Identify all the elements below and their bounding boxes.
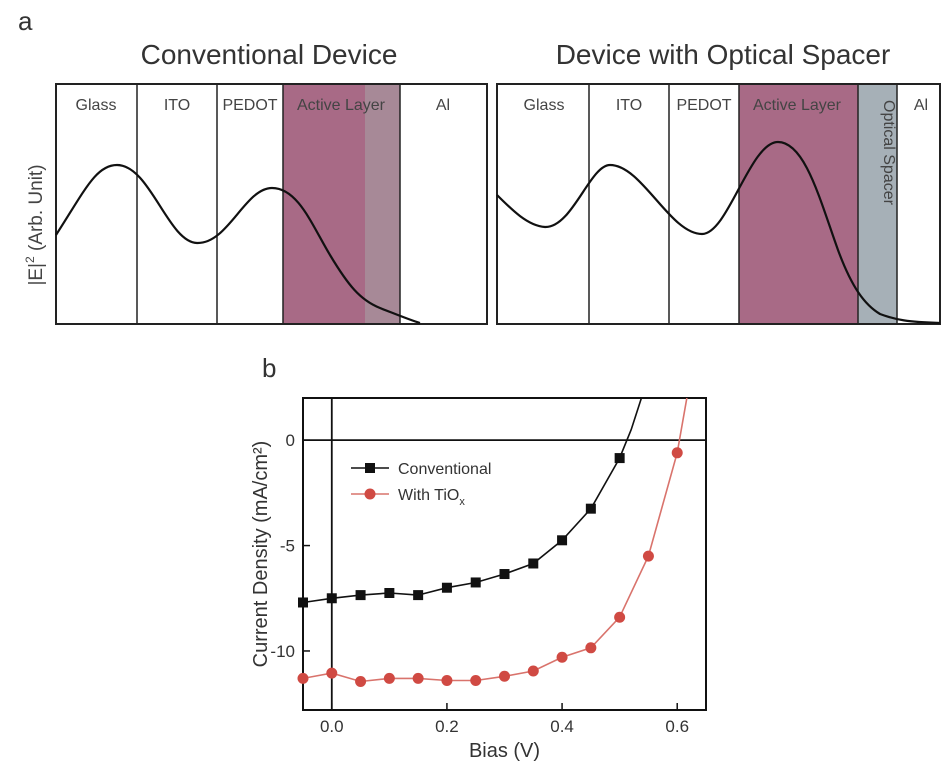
legend-tiox-sub: x [459, 496, 465, 508]
y-tick-label: 0 [286, 431, 295, 450]
ylabel-rest: (Arb. Unit) [26, 164, 47, 256]
legend-marker-conventional [365, 463, 375, 473]
x-axis-label: Bias (V) [469, 740, 540, 762]
data-point-conventional [326, 593, 337, 604]
data-point-tiox [671, 447, 683, 459]
spacer-panel: Glass ITO PEDOT Active Layer Optical Spa… [496, 83, 941, 325]
layer-glass-2: Glass [524, 97, 565, 114]
data-point-conventional [528, 558, 539, 569]
jv-plot-marks: 0.0 0.2 0.4 0.6 0 -5 -10 Bias (V) Current Densit… [250, 398, 706, 762]
data-point-tiox [383, 672, 395, 684]
y-tick-label: -10 [270, 642, 295, 661]
data-point-tiox [412, 672, 424, 684]
data-point-tiox [297, 672, 309, 684]
spacer-frame [496, 83, 941, 325]
data-point-tiox [527, 665, 539, 677]
spacer-title: Device with Optical Spacer [556, 39, 891, 70]
jv-legend: Conventional With TiOx [351, 461, 491, 508]
panel-a-label: a [18, 6, 33, 36]
data-point-conventional [384, 588, 395, 598]
data-point-conventional [355, 590, 366, 601]
active-layer-shade [365, 84, 400, 324]
data-point-conventional [413, 590, 424, 601]
layer-al-2: Al [914, 97, 928, 114]
conventional-frame [55, 83, 488, 325]
optical-spacer-region [858, 84, 897, 324]
legend-label-tiox: With TiOx [398, 487, 465, 508]
data-point-conventional [585, 503, 596, 514]
data-point-tiox [326, 667, 338, 679]
y-axis-label: Current Density (mA/cm²) [250, 441, 272, 668]
layer-optical-spacer: Optical Spacer [880, 100, 897, 206]
data-point-tiox [585, 642, 597, 654]
data-point-tiox [642, 550, 654, 562]
x-tick-label: 0.4 [550, 717, 574, 736]
x-tick-label: 0.6 [665, 717, 689, 736]
layer-ito: ITO [164, 97, 190, 114]
data-point-tiox [441, 674, 453, 686]
active-layer-region-2 [739, 84, 858, 324]
data-point-tiox [470, 674, 482, 686]
jv-plot-frame [302, 397, 707, 711]
data-point-tiox [499, 670, 510, 682]
data-point-conventional [557, 535, 568, 546]
legend-label-conventional: Conventional [398, 461, 491, 478]
data-point-tiox [556, 651, 568, 663]
ylabel-main: |E| [26, 263, 47, 286]
y-tick-label: -5 [280, 537, 295, 556]
layer-active-2: Active Layer [753, 97, 842, 114]
layer-ito-2: ITO [616, 97, 642, 114]
data-point-conventional [614, 453, 625, 464]
layer-glass: Glass [76, 97, 117, 114]
field-intensity-curve-spacer [496, 140, 941, 325]
svg-text:|E|2 (Arb. Unit): |E|2 (Arb. Unit) [23, 164, 47, 285]
data-point-conventional [441, 582, 452, 593]
field-intensity-curve-conventional [55, 163, 421, 325]
data-point-conventional [499, 569, 510, 580]
data-point-tiox [355, 676, 367, 688]
panel-b-label: b [262, 353, 276, 383]
x-tick-label: 0.2 [435, 717, 459, 736]
legend-tiox-main: With TiO [398, 487, 459, 504]
data-point-tiox [614, 611, 626, 623]
data-point-conventional [298, 597, 308, 608]
panel-a-ylabel: |E|2 (Arb. Unit) [23, 164, 47, 285]
layer-active: Active Layer [297, 97, 386, 114]
layer-al: Al [436, 97, 450, 114]
x-tick-label: 0.0 [320, 717, 344, 736]
conventional-title: Conventional Device [141, 39, 398, 70]
legend-marker-tiox [364, 488, 376, 500]
jv-plot [302, 397, 707, 711]
layer-pedot-2: PEDOT [676, 97, 731, 114]
conventional-panel: Glass ITO PEDOT Active Layer Al [55, 83, 488, 325]
ylabel-sup: 2 [23, 256, 37, 263]
data-point-conventional [470, 577, 481, 588]
layer-pedot: PEDOT [222, 97, 277, 114]
